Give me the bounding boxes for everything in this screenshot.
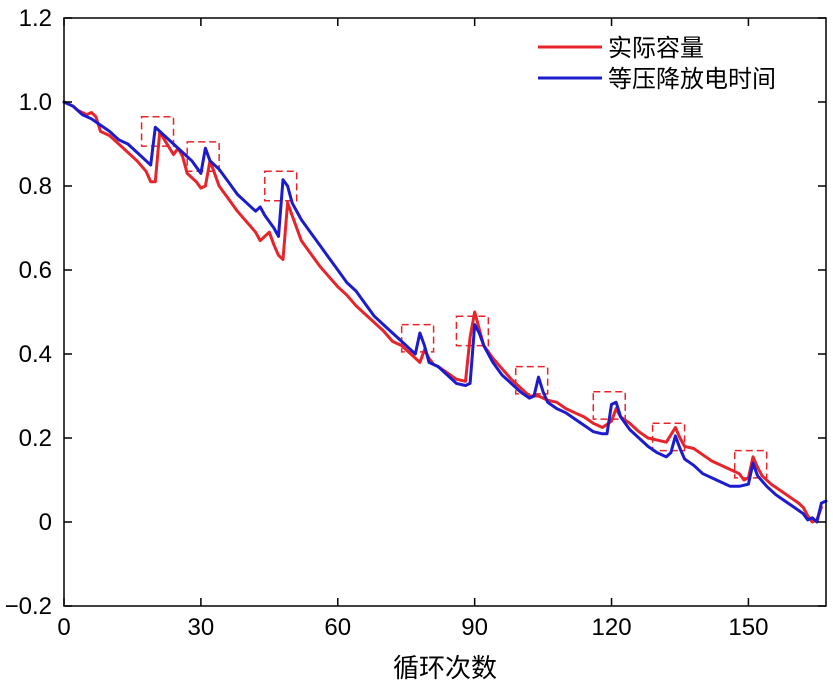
highlight-box bbox=[186, 141, 220, 173]
y-tick-label: −0.2 bbox=[5, 593, 52, 620]
highlight-box bbox=[400, 323, 435, 353]
x-tick-label: 0 bbox=[57, 614, 70, 641]
x-tick-label: 90 bbox=[461, 614, 488, 641]
y-tick-label: 1.0 bbox=[19, 89, 52, 116]
y-tick-label: 0.4 bbox=[19, 341, 52, 368]
series-layer bbox=[62, 100, 828, 524]
x-tick-label: 60 bbox=[324, 614, 351, 641]
y-tick-label: 1.2 bbox=[19, 5, 52, 32]
legend-label-1: 等压降放电时间 bbox=[608, 65, 776, 93]
x-axis-title: 循环次数 bbox=[393, 654, 497, 684]
highlight-box bbox=[651, 422, 686, 452]
highlight-box bbox=[592, 391, 626, 420]
x-tick-label: 120 bbox=[592, 614, 632, 641]
y-tick-label: 0.8 bbox=[19, 173, 52, 200]
legend-label-0: 实际容量 bbox=[608, 34, 704, 62]
axis-ticks: 0 30 60 90 120 150−0.200.20.40.60.81.01.2 bbox=[5, 5, 826, 641]
highlight-box-layer bbox=[140, 115, 768, 479]
y-tick-label: 0.2 bbox=[19, 425, 52, 452]
highlight-box bbox=[733, 449, 768, 479]
series-line-0 bbox=[62, 100, 823, 524]
highlight-box bbox=[514, 365, 549, 395]
x-tick-label: 150 bbox=[728, 614, 768, 641]
x-tick-label: 30 bbox=[188, 614, 215, 641]
y-tick-label: 0 bbox=[39, 509, 52, 536]
y-tick-label: 0.6 bbox=[19, 257, 52, 284]
plot-frame bbox=[63, 17, 827, 607]
series-line-1 bbox=[62, 100, 828, 524]
